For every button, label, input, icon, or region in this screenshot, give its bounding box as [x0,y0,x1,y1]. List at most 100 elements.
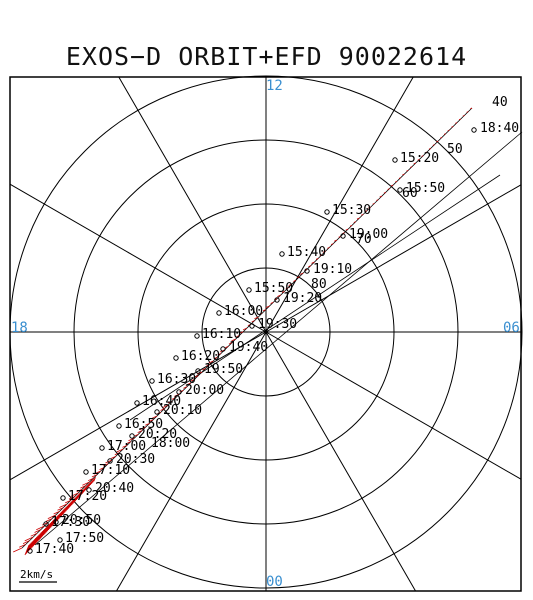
efd-vector [47,514,56,519]
efd-vector [383,191,386,194]
efd-vector [36,533,41,543]
efd-vector [345,228,349,231]
efd-vector [19,543,26,548]
pass-a-marker [149,378,155,384]
efd-vector [24,544,30,556]
pass-a-start-label: 40 [492,95,508,110]
efd-vector [31,537,37,548]
efd-vector [42,521,49,526]
efd-vector [139,426,146,431]
efd-vector [202,367,206,371]
efd-vector [228,342,233,345]
efd-vector [296,276,300,279]
efd-vector [436,140,439,143]
efd-vector [84,486,87,492]
pass-a-time-label: 16:00 [224,304,263,319]
pass-a-time-label: 17:50 [65,531,104,546]
efd-vector [160,408,165,411]
efd-vector [72,497,76,504]
efd-vector [334,239,338,242]
efd-vector [208,360,214,364]
pass-b-marker [340,233,346,239]
mlt-label-right: 06 [503,320,520,336]
mlt-spoke [116,331,267,592]
pass-a-marker [99,445,105,451]
pass-b-marker [129,433,135,439]
mlt-label-bottom: 00 [266,574,283,590]
pass-b-time-label: 20:30 [116,452,155,467]
efd-vector [64,505,68,513]
efd-vector [77,493,81,499]
pass-a-marker [173,355,179,361]
efd-vector [451,125,454,128]
mlt-label-left: 18 [11,320,28,336]
efd-vector [71,498,75,506]
pass-b-time-label: 20:50 [62,513,101,528]
efd-vector [61,508,66,516]
efd-vector [194,375,199,378]
efd-vector [79,490,83,497]
efd-vector [398,177,401,179]
efd-vector [137,430,143,433]
efd-vector [361,213,364,216]
efd-vector [270,301,274,304]
efd-vector [39,529,45,539]
pass-a-marker [246,287,252,293]
pass-b-time-label: 20:40 [95,481,134,496]
efd-vector [70,499,74,507]
pass-b-time-label: 19:00 [349,227,388,242]
efd-vector [315,257,319,260]
efd-vector [68,496,75,500]
efd-vector [33,535,39,546]
pass-b-marker [86,487,92,493]
invariant-latitude-label: 80 [311,277,327,292]
pass-b-time-label: 19:20 [283,291,322,306]
orbit-track [129,174,501,421]
efd-vector [395,180,398,183]
efd-vector [254,316,259,320]
efd-vector [364,210,368,212]
efd-vector [88,481,92,487]
efd-vector [285,287,289,290]
efd-vector [217,353,221,356]
efd-vector [93,476,96,482]
efd-vector [443,133,446,135]
efd-vector [462,114,465,117]
efd-vector [162,404,169,408]
invariant-latitude-label: 50 [447,142,463,157]
efd-vector [240,331,244,334]
pass-a-marker [43,521,49,527]
efd-vector [36,525,45,531]
efd-vector [22,540,30,544]
efd-vector [185,382,191,386]
efd-vector [372,202,375,205]
pass-a-marker [116,423,122,429]
efd-vector [75,494,79,501]
pass-a-marker [57,537,63,543]
efd-vector [76,488,83,493]
efd-vector [34,529,41,533]
efd-vector [32,536,38,547]
efd-vector [57,507,64,511]
efd-vector [466,111,469,113]
pass-b-time-label: 19:10 [313,262,352,277]
efd-vectors [13,107,473,556]
efd-vector [54,514,59,523]
efd-vector [25,543,31,554]
efd-vector [406,169,409,172]
efd-vector [45,524,50,533]
efd-vector [24,536,34,542]
pass-a-time-label: 15:50 [254,281,293,296]
efd-vector [376,199,379,201]
pass-a-time-label: 17:10 [91,463,130,478]
efd-vector [46,522,51,532]
efd-vector [402,173,405,176]
efd-vector [37,532,42,542]
efd-vector [293,279,296,282]
efd-vector [91,474,98,478]
efd-vector [91,479,94,484]
efd-vector [390,184,394,187]
efd-vector [43,526,48,536]
efd-vector [330,243,334,245]
efd-vector [311,261,315,264]
